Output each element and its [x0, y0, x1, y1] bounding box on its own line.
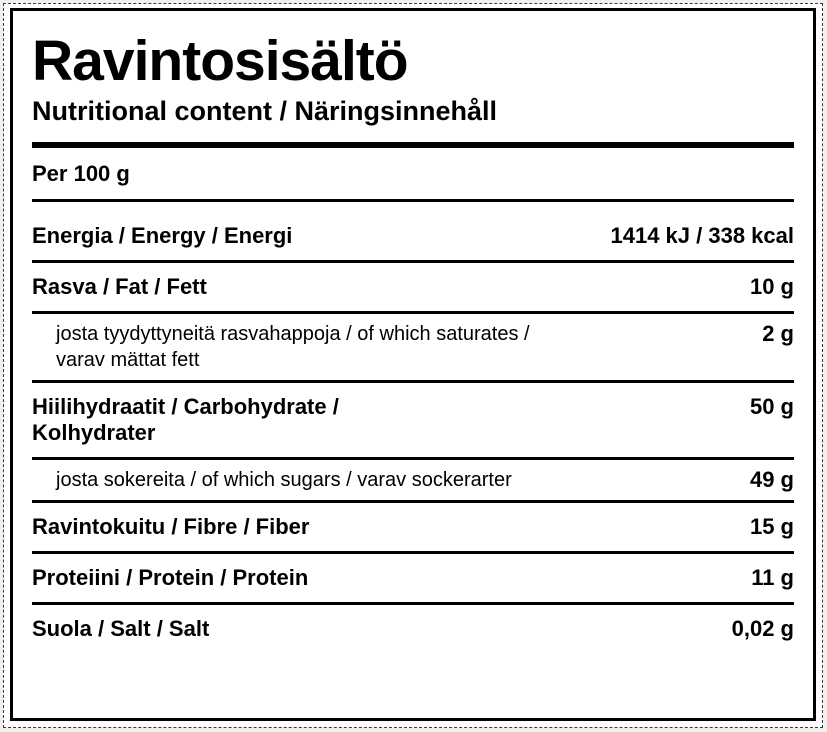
nutrient-name: josta tyydyttyneitä rasvahappoja / of wh… — [56, 323, 530, 372]
nutrient-value: 10 g — [749, 274, 794, 300]
nutrient-value: 15 g — [749, 514, 794, 540]
nutrient-value: 11 g — [751, 565, 794, 591]
cut-line-border: Ravintosisältö Nutritional content / När… — [3, 3, 823, 728]
nutrient-name: Hiilihydraatit / Carbohydrate / Kolhydra… — [32, 394, 339, 446]
serving-size-text: Per 100 g — [32, 148, 794, 203]
nutrition-row: Ravintokuitu / Fibre / Fiber 15 g — [32, 503, 794, 555]
nutrient-value: 0,02 g — [731, 616, 794, 642]
nutrition-table: Energia / Energy / Energi 1414 kJ / 338 … — [32, 202, 794, 653]
nutrition-row: Proteiini / Protein / Protein 11 g — [32, 554, 794, 606]
nutrition-row: josta tyydyttyneitä rasvahappoja / of wh… — [32, 314, 794, 384]
nutrient-name: Proteiini / Protein / Protein — [32, 565, 309, 591]
nutrition-row: Rasva / Fat / Fett 10 g — [32, 263, 794, 315]
nutrient-value: 50 g — [749, 394, 794, 420]
nutrition-label-frame: Ravintosisältö Nutritional content / När… — [10, 8, 816, 721]
nutrition-label-content: Ravintosisältö Nutritional content / När… — [13, 33, 813, 653]
nutrition-row: Energia / Energy / Energi 1414 kJ / 338 … — [32, 202, 795, 264]
nutrient-value: 2 g — [762, 321, 794, 347]
nutrition-row: josta sokereita / of which sugars / vara… — [32, 460, 794, 504]
nutrient-value: 49 g — [749, 467, 794, 493]
nutrient-name: Rasva / Fat / Fett — [32, 274, 207, 300]
header-divider-bar — [32, 142, 794, 149]
label-subtitle: Nutritional content / Näringsinnehåll — [32, 96, 498, 126]
nutrient-name: Energia / Energy / Energi — [32, 223, 293, 249]
nutrition-row: Hiilihydraatit / Carbohydrate / Kolhydra… — [32, 383, 794, 461]
nutrition-row: Suola / Salt / Salt 0,02 g — [32, 605, 794, 653]
nutrient-name: Suola / Salt / Salt — [32, 616, 210, 642]
nutrient-name: josta sokereita / of which sugars / vara… — [56, 469, 512, 492]
nutrient-name: Ravintokuitu / Fibre / Fiber — [32, 514, 310, 540]
label-title: Ravintosisältö — [32, 29, 409, 93]
nutrient-value: 1414 kJ / 338 kcal — [610, 223, 795, 249]
